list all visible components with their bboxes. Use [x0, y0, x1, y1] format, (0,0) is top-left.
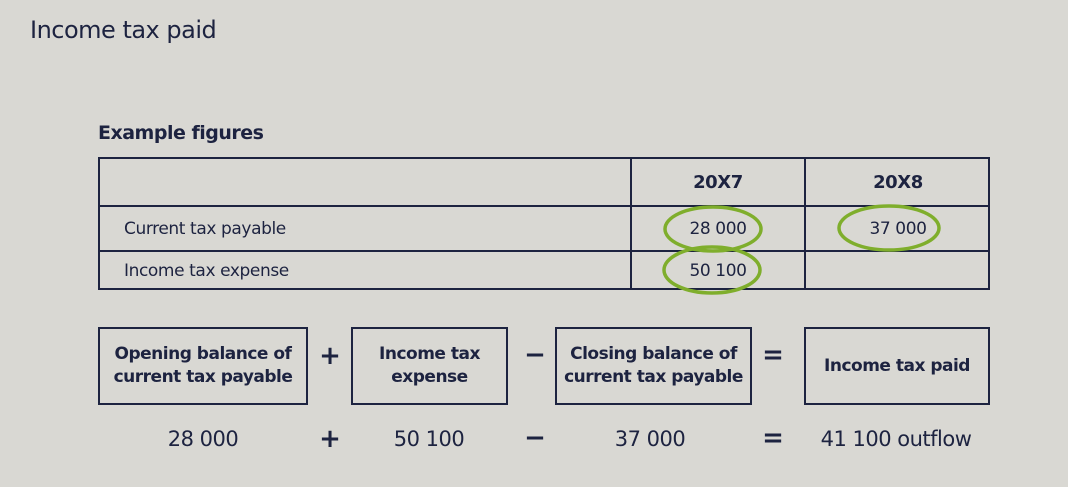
value-income-tax-expense-20x7: 50 100 — [689, 261, 747, 281]
value-current-tax-20x8: 37 000 — [869, 218, 927, 239]
term-closing-balance: Closing balance of current tax payable — [555, 327, 752, 405]
minus-operator: − — [524, 423, 546, 453]
equals-operator: = — [762, 340, 784, 370]
row-divider — [100, 250, 988, 252]
term-income-tax-expense: Income tax expense — [351, 327, 508, 405]
value-closing-balance: 37 000 — [614, 427, 686, 451]
plus-operator: + — [319, 341, 341, 371]
example-figures-heading: Example figures — [98, 122, 264, 144]
value-current-tax-20x7: 28 000 — [689, 218, 747, 239]
row-label-current-tax-payable: Current tax payable — [124, 218, 286, 239]
row-label-income-tax-expense: Income tax expense — [124, 261, 289, 281]
value-income-tax-paid: 41 100 outflow — [820, 427, 972, 451]
minus-operator: − — [524, 340, 546, 370]
value-income-tax-expense: 50 100 — [393, 427, 465, 451]
column-header-20x8: 20X8 — [873, 171, 923, 193]
plus-operator: + — [319, 424, 341, 454]
example-figures-table: 20X7 20X8 Current tax payable 28 000 37 … — [98, 157, 990, 290]
column-divider — [630, 159, 632, 288]
equals-operator: = — [762, 423, 784, 453]
column-divider — [804, 159, 806, 288]
row-divider — [100, 205, 988, 207]
column-header-20x7: 20X7 — [693, 171, 743, 193]
page-title: Income tax paid — [30, 16, 217, 44]
term-opening-balance: Opening balance of current tax payable — [98, 327, 308, 405]
value-income-tax-expense-20x8 — [806, 252, 990, 290]
term-income-tax-paid: Income tax paid — [804, 327, 990, 405]
value-opening-balance: 28 000 — [167, 427, 239, 451]
